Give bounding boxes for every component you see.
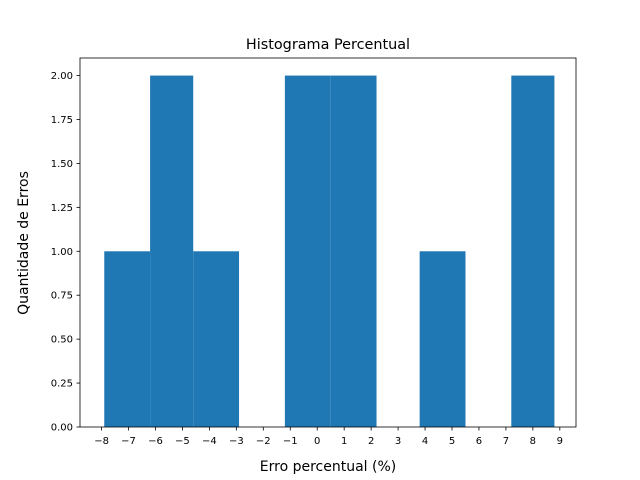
y-axis-label: Quantidade de Erros	[16, 171, 32, 315]
y-tick-label: 1.75	[51, 115, 73, 126]
chart-title: Histograma Percentual	[246, 37, 410, 53]
x-axis-ticks: −8 −7 −6 −5 −4 −3 −2 −1 0 1 2 3 4 5 6 7 8 9	[94, 427, 563, 447]
x-tick-label: 8	[530, 436, 536, 447]
y-tick-label: 0.00	[51, 423, 73, 434]
x-tick-label: 5	[449, 436, 455, 447]
x-tick-label: 7	[503, 436, 509, 447]
x-tick-label: −7	[121, 436, 136, 447]
x-tick-label: 9	[557, 436, 563, 447]
x-tick-label: −1	[283, 436, 298, 447]
bars-layer	[104, 75, 555, 427]
histogram-bar-9	[511, 75, 555, 427]
x-tick-label: −4	[202, 436, 217, 447]
x-tick-label: 0	[314, 436, 320, 447]
histogram-bar-2	[193, 251, 240, 427]
histogram-bar-4	[284, 75, 331, 427]
x-tick-label: −6	[148, 436, 163, 447]
histogram-bar-7	[419, 251, 466, 427]
y-tick-label: 2.00	[51, 71, 73, 82]
y-tick-label: 0.50	[51, 335, 73, 346]
plot-frame	[79, 57, 577, 428]
x-tick-label: −5	[175, 436, 190, 447]
x-axis-label: Erro percentual (%)	[260, 459, 396, 475]
x-tick-label: 4	[422, 436, 428, 447]
x-tick-label: −3	[229, 436, 244, 447]
x-tick-label: 2	[368, 436, 374, 447]
histogram-bar-0	[104, 251, 151, 427]
y-tick-label: 1.25	[51, 203, 73, 214]
y-tick-label: 0.75	[51, 291, 73, 302]
y-tick-label: 1.50	[51, 159, 73, 170]
x-tick-label: −8	[94, 436, 109, 447]
histogram-bar-5	[330, 75, 377, 427]
y-tick-label: 1.00	[51, 247, 73, 258]
x-tick-label: 1	[341, 436, 347, 447]
x-tick-label: 6	[476, 436, 482, 447]
histogram-bar-1	[150, 75, 194, 427]
x-tick-label: 3	[395, 436, 401, 447]
x-tick-label: −2	[256, 436, 271, 447]
y-tick-label: 0.25	[51, 379, 73, 390]
y-axis-ticks: 0.00 0.25 0.50 0.75 1.00 1.25 1.50 1.75 2.00	[51, 71, 80, 434]
